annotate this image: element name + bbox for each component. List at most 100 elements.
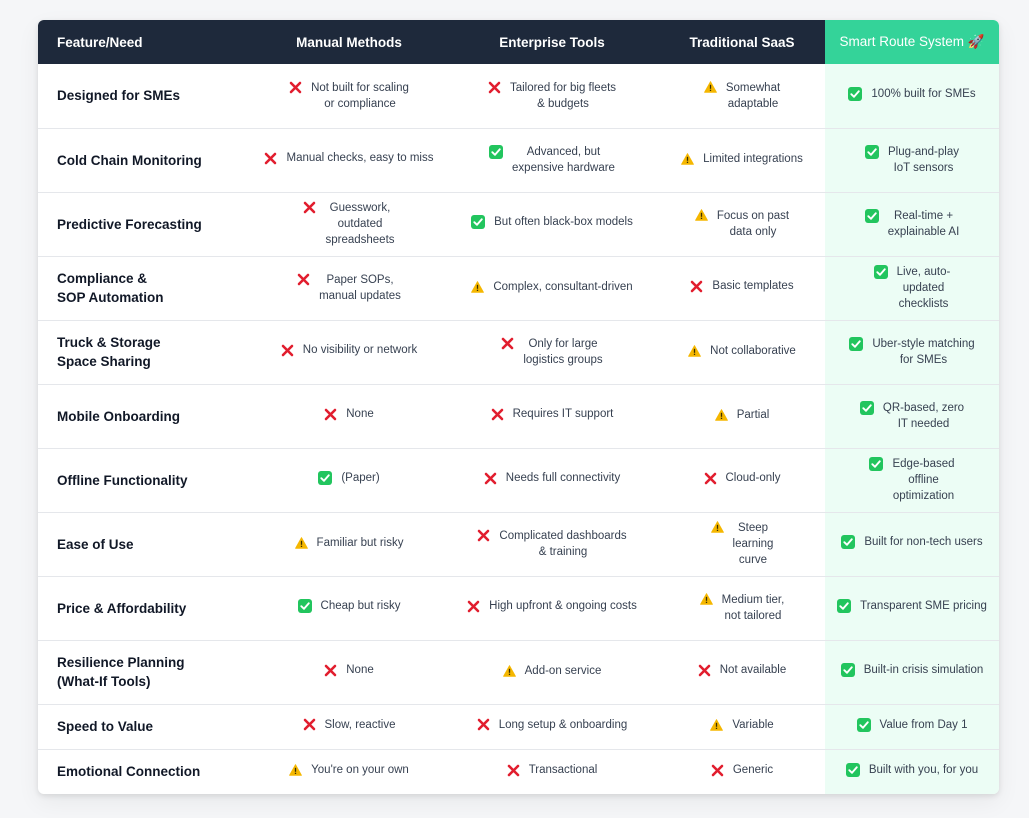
header-saas: Traditional SaaS [659,20,825,64]
status-entry: Uber-style matching for SMEs [849,336,975,368]
enterprise-text: But often black-box models [494,216,633,228]
saas-cell: Cloud-only [659,448,825,513]
status-entry: Needs full connectivity [484,470,620,486]
feature-cell: Designed for SMEs [38,64,253,129]
manual-cell: None [253,384,445,449]
manual-text: None [346,408,374,421]
saas-cell: Not collaborative [659,320,825,385]
cross-icon [303,201,316,214]
check-icon [849,337,864,351]
cross-icon [507,764,520,777]
manual-cell: (Paper) [253,448,445,513]
warning-icon [681,152,695,165]
saas-text: Basic templates [712,280,794,293]
status-entry: Medium tier, not tailored [699,592,784,624]
enterprise-cell: But often black-box models [445,192,659,257]
cross-icon [281,344,294,357]
feature-label: Mobile Onboarding [57,408,180,424]
smart-cell: Live, auto- updated checklists [825,256,999,321]
feature-label: Predictive Forecasting [57,216,202,232]
feature-label: Compliance & SOP Automation [57,271,164,305]
enterprise-cell: Tailored for big fleets & budgets [445,64,659,129]
smart-text: Plug-and-play IoT sensors [888,146,959,174]
status-entry: Slow, reactive [303,717,395,733]
feature-cell: Mobile Onboarding [38,384,253,449]
smart-text: Live, auto- updated checklists [896,266,951,310]
enterprise-cell: Only for large logistics groups [445,320,659,385]
table-row: Designed for SMEs Not built for scaling o… [38,64,999,129]
status-entry: Long setup & onboarding [477,717,627,733]
check-icon [318,471,333,485]
check-icon [869,457,884,471]
status-entry: QR-based, zero IT needed [859,400,965,432]
smart-text: QR-based, zero IT needed [882,402,965,430]
manual-cell: Slow, reactive [253,704,445,750]
status-entry: Real-time + explainable AI [864,208,959,240]
enterprise-cell: Requires IT support [445,384,659,449]
cross-icon [477,529,490,542]
manual-cell: No visibility or network [253,320,445,385]
warning-icon [703,80,717,93]
manual-text: Familiar but risky [316,536,404,549]
table-row: Speed to Value Slow, reactive Long setup &… [38,704,999,750]
status-entry: Somewhat adaptable [703,80,780,112]
table-row: Resilience Planning (What-If Tools) None A… [38,640,999,705]
status-entry: Cheap but risky [297,598,400,614]
warning-icon [699,593,713,605]
manual-text: You're on your own [311,764,409,777]
table-row: Price & Affordability Cheap but risky High… [38,576,999,641]
smart-text: 100% built for SMEs [871,87,976,100]
feature-label: Designed for SMEs [57,88,181,104]
status-entry: Variable [710,717,774,733]
warning-icon [502,664,516,677]
enterprise-cell: Complicated dashboards & training [445,512,659,577]
status-entry: 100% built for SMEs [848,86,976,102]
saas-text: Cloud-only [725,472,781,485]
status-entry: Tailored for big fleets & budgets [488,80,616,112]
saas-cell: Focus on past data only [659,192,825,257]
enterprise-cell: Add-on service [445,640,659,705]
status-entry: Generic [711,762,773,778]
status-entry: Manual checks, easy to miss [264,150,434,166]
status-entry: Built with you, for you [845,762,978,778]
feature-cell: Emotional Connection [38,749,253,794]
smart-cell: Built for non-tech users [825,512,999,577]
saas-cell: Medium tier, not tailored [659,576,825,641]
saas-cell: Limited integrations [659,128,825,193]
cross-icon [488,81,501,94]
manual-cell: You're on your own [253,749,445,794]
header-smart-route: Smart Route System 🚀 [825,20,999,64]
feature-label: Cold Chain Monitoring [57,152,202,168]
warning-icon [710,521,724,533]
manual-cell: Cheap but risky [253,576,445,641]
cross-icon [477,718,490,731]
smart-text: Value from Day 1 [879,718,968,731]
enterprise-text: Tailored for big fleets & budgets [509,81,617,110]
smart-cell: 100% built for SMEs [825,64,999,129]
manual-cell: Not built for scaling or compliance [253,64,445,129]
header-manual: Manual Methods [253,20,445,64]
enterprise-cell: Advanced, but expensive hardware [445,128,659,193]
saas-cell: Steep learning curve [659,512,825,577]
saas-text: Focus on past data only [716,210,790,238]
check-icon [859,401,874,415]
status-entry: Add-on service [502,663,601,679]
smart-cell: Value from Day 1 [825,704,999,750]
manual-text: Paper SOPs, manual updates [319,274,401,302]
warning-icon [714,408,728,421]
smart-text: Built-in crisis simulation [863,664,984,676]
manual-text: Guesswork, outdated spreadsheets [325,202,395,246]
cross-icon [324,664,337,677]
status-entry: You're on your own [289,762,409,778]
enterprise-cell: Long setup & onboarding [445,704,659,750]
status-entry: Plug-and-play IoT sensors [865,144,959,176]
enterprise-cell: Needs full connectivity [445,448,659,513]
saas-cell: Generic [659,749,825,794]
header-enterprise: Enterprise Tools [445,20,659,64]
status-entry: Complex, consultant-driven [471,279,633,295]
cross-icon [704,472,717,485]
status-entry: Not available [698,662,786,678]
enterprise-text: Transactional [528,764,598,776]
status-entry: Built for non-tech users [841,534,983,550]
status-entry: Advanced, but expensive hardware [489,144,615,176]
